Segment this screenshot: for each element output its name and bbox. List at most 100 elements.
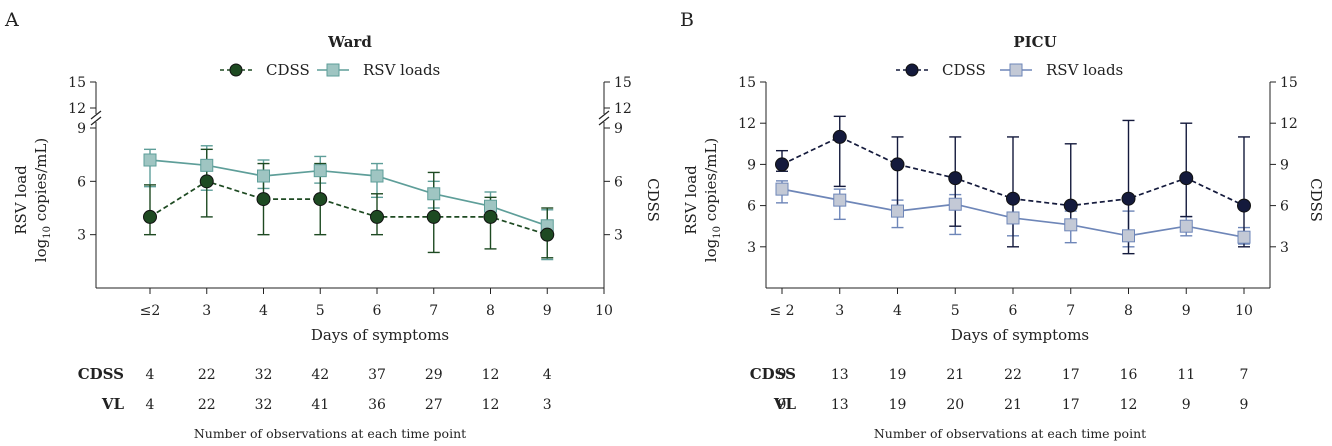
y-tick-label-left: 6 [77,174,86,190]
series-line-0 [149,180,548,236]
axis-break-right-1 [598,116,610,126]
x-axis-label: Days of symptoms [951,326,1089,344]
count-value: 19 [889,397,907,413]
count-value: 29 [425,367,443,383]
x-tick-label: ≤2 [140,303,161,319]
series-line-1 [149,159,548,227]
x-tick-label: 6 [1009,303,1018,319]
count-value: 22 [198,367,216,383]
panel-b: B PICU CDSS RSV loads 3 3 6 6 9 9 12 12 15 15 ≤ 2 3 4 5 6 7… [680,9,1325,441]
axis-break-left-1 [90,116,102,126]
count-value: 9 [1182,397,1191,413]
data-point-0 [1006,191,1020,206]
y-tick-label-right: 12 [614,101,632,117]
data-point-1 [833,193,847,207]
legend-label-1: RSV loads [363,61,440,79]
y-tick-label-right: 15 [614,75,632,91]
count-row-label: VL [101,395,125,413]
count-value: 9 [778,397,787,413]
x-tick-label: 9 [543,303,552,319]
y-axis-label-left-line1: RSV load [682,165,700,235]
count-value: 37 [368,367,386,383]
panel-letter: A [4,9,19,31]
y-axis-label-units: copies/mL) [702,138,720,226]
y-tick-label-right: 6 [614,174,623,190]
x-tick-label: 3 [202,303,211,319]
data-point-0 [1237,198,1251,213]
y-axis-label-sub: 10 [42,226,53,239]
y-tick-label-left: 9 [77,121,86,137]
data-point-1 [370,169,384,183]
count-value: 12 [482,397,500,413]
y-tick-label-left: 9 [747,157,756,173]
count-value: 11 [1177,367,1195,383]
data-point-0 [143,209,157,224]
data-point-0 [832,129,847,144]
x-tick-label: 8 [1124,303,1133,319]
x-tick-label: ≤ 2 [769,303,794,319]
data-point-1 [948,197,962,211]
x-tick-label: 10 [1235,303,1253,319]
y-axis-label-sub: 10 [712,226,723,239]
count-value: 42 [311,367,329,383]
y-tick-label-left: 15 [738,75,756,91]
data-point-1 [313,164,327,178]
observations-caption: Number of observations at each time poin… [874,426,1146,441]
data-point-0 [1121,191,1136,206]
data-point-0 [890,157,905,172]
y-axis-label-left-line2: log10 copies/mL) [702,138,723,262]
count-value: 32 [255,367,273,383]
legend-marker-1 [326,63,340,77]
legend-marker-1 [1009,63,1023,77]
data-point-0 [775,157,789,172]
x-tick-label: 8 [486,303,495,319]
count-value: 32 [255,397,273,413]
y-tick-label-right: 12 [1280,116,1298,132]
axis-break-left-2 [90,110,102,120]
x-tick-label: 7 [429,303,438,319]
count-value: 22 [1004,367,1022,383]
y-axis-label-left-line1: RSV load [12,165,30,235]
data-point-0 [483,209,498,224]
y-tick-label-left: 12 [738,116,756,132]
y-tick-label-left: 15 [68,75,86,91]
data-point-0 [1179,171,1194,186]
count-value: 21 [1004,397,1022,413]
count-value: 17 [1062,367,1080,383]
data-point-0 [199,174,214,189]
count-value: 4 [543,367,552,383]
data-point-1 [200,158,214,172]
count-value: 9 [778,367,787,383]
count-value: 27 [425,397,443,413]
y-tick-label-left: 3 [77,228,86,244]
y-tick-label-right: 6 [1280,199,1289,215]
x-tick-label: 4 [893,303,902,319]
y-axis-label-left-line2: log10 copies/mL) [32,138,53,262]
data-point-1 [1006,211,1020,225]
count-value: 16 [1120,367,1138,383]
count-value: 7 [1240,367,1249,383]
y-axis-label-log: log [32,238,50,262]
x-tick-label: 9 [1182,303,1191,319]
y-tick-label-left: 6 [747,199,756,215]
data-point-1 [427,187,441,201]
panel-letter: B [680,9,694,31]
x-tick-label: 6 [373,303,382,319]
count-row-label: CDSS [78,365,124,383]
count-value: 13 [831,397,849,413]
data-point-1 [775,182,789,196]
count-value: 17 [1062,397,1080,413]
data-point-0 [1063,198,1078,213]
x-axis-label: Days of symptoms [311,326,449,344]
count-value: 9 [1240,397,1249,413]
data-point-1 [1237,230,1251,244]
legend-label-0: CDSS [942,61,986,79]
data-point-1 [891,204,904,218]
count-value: 19 [889,367,907,383]
x-tick-label: 5 [951,303,960,319]
chart-title: Ward [327,33,372,51]
count-value: 12 [1120,397,1138,413]
axis-break-right-2 [598,110,610,120]
